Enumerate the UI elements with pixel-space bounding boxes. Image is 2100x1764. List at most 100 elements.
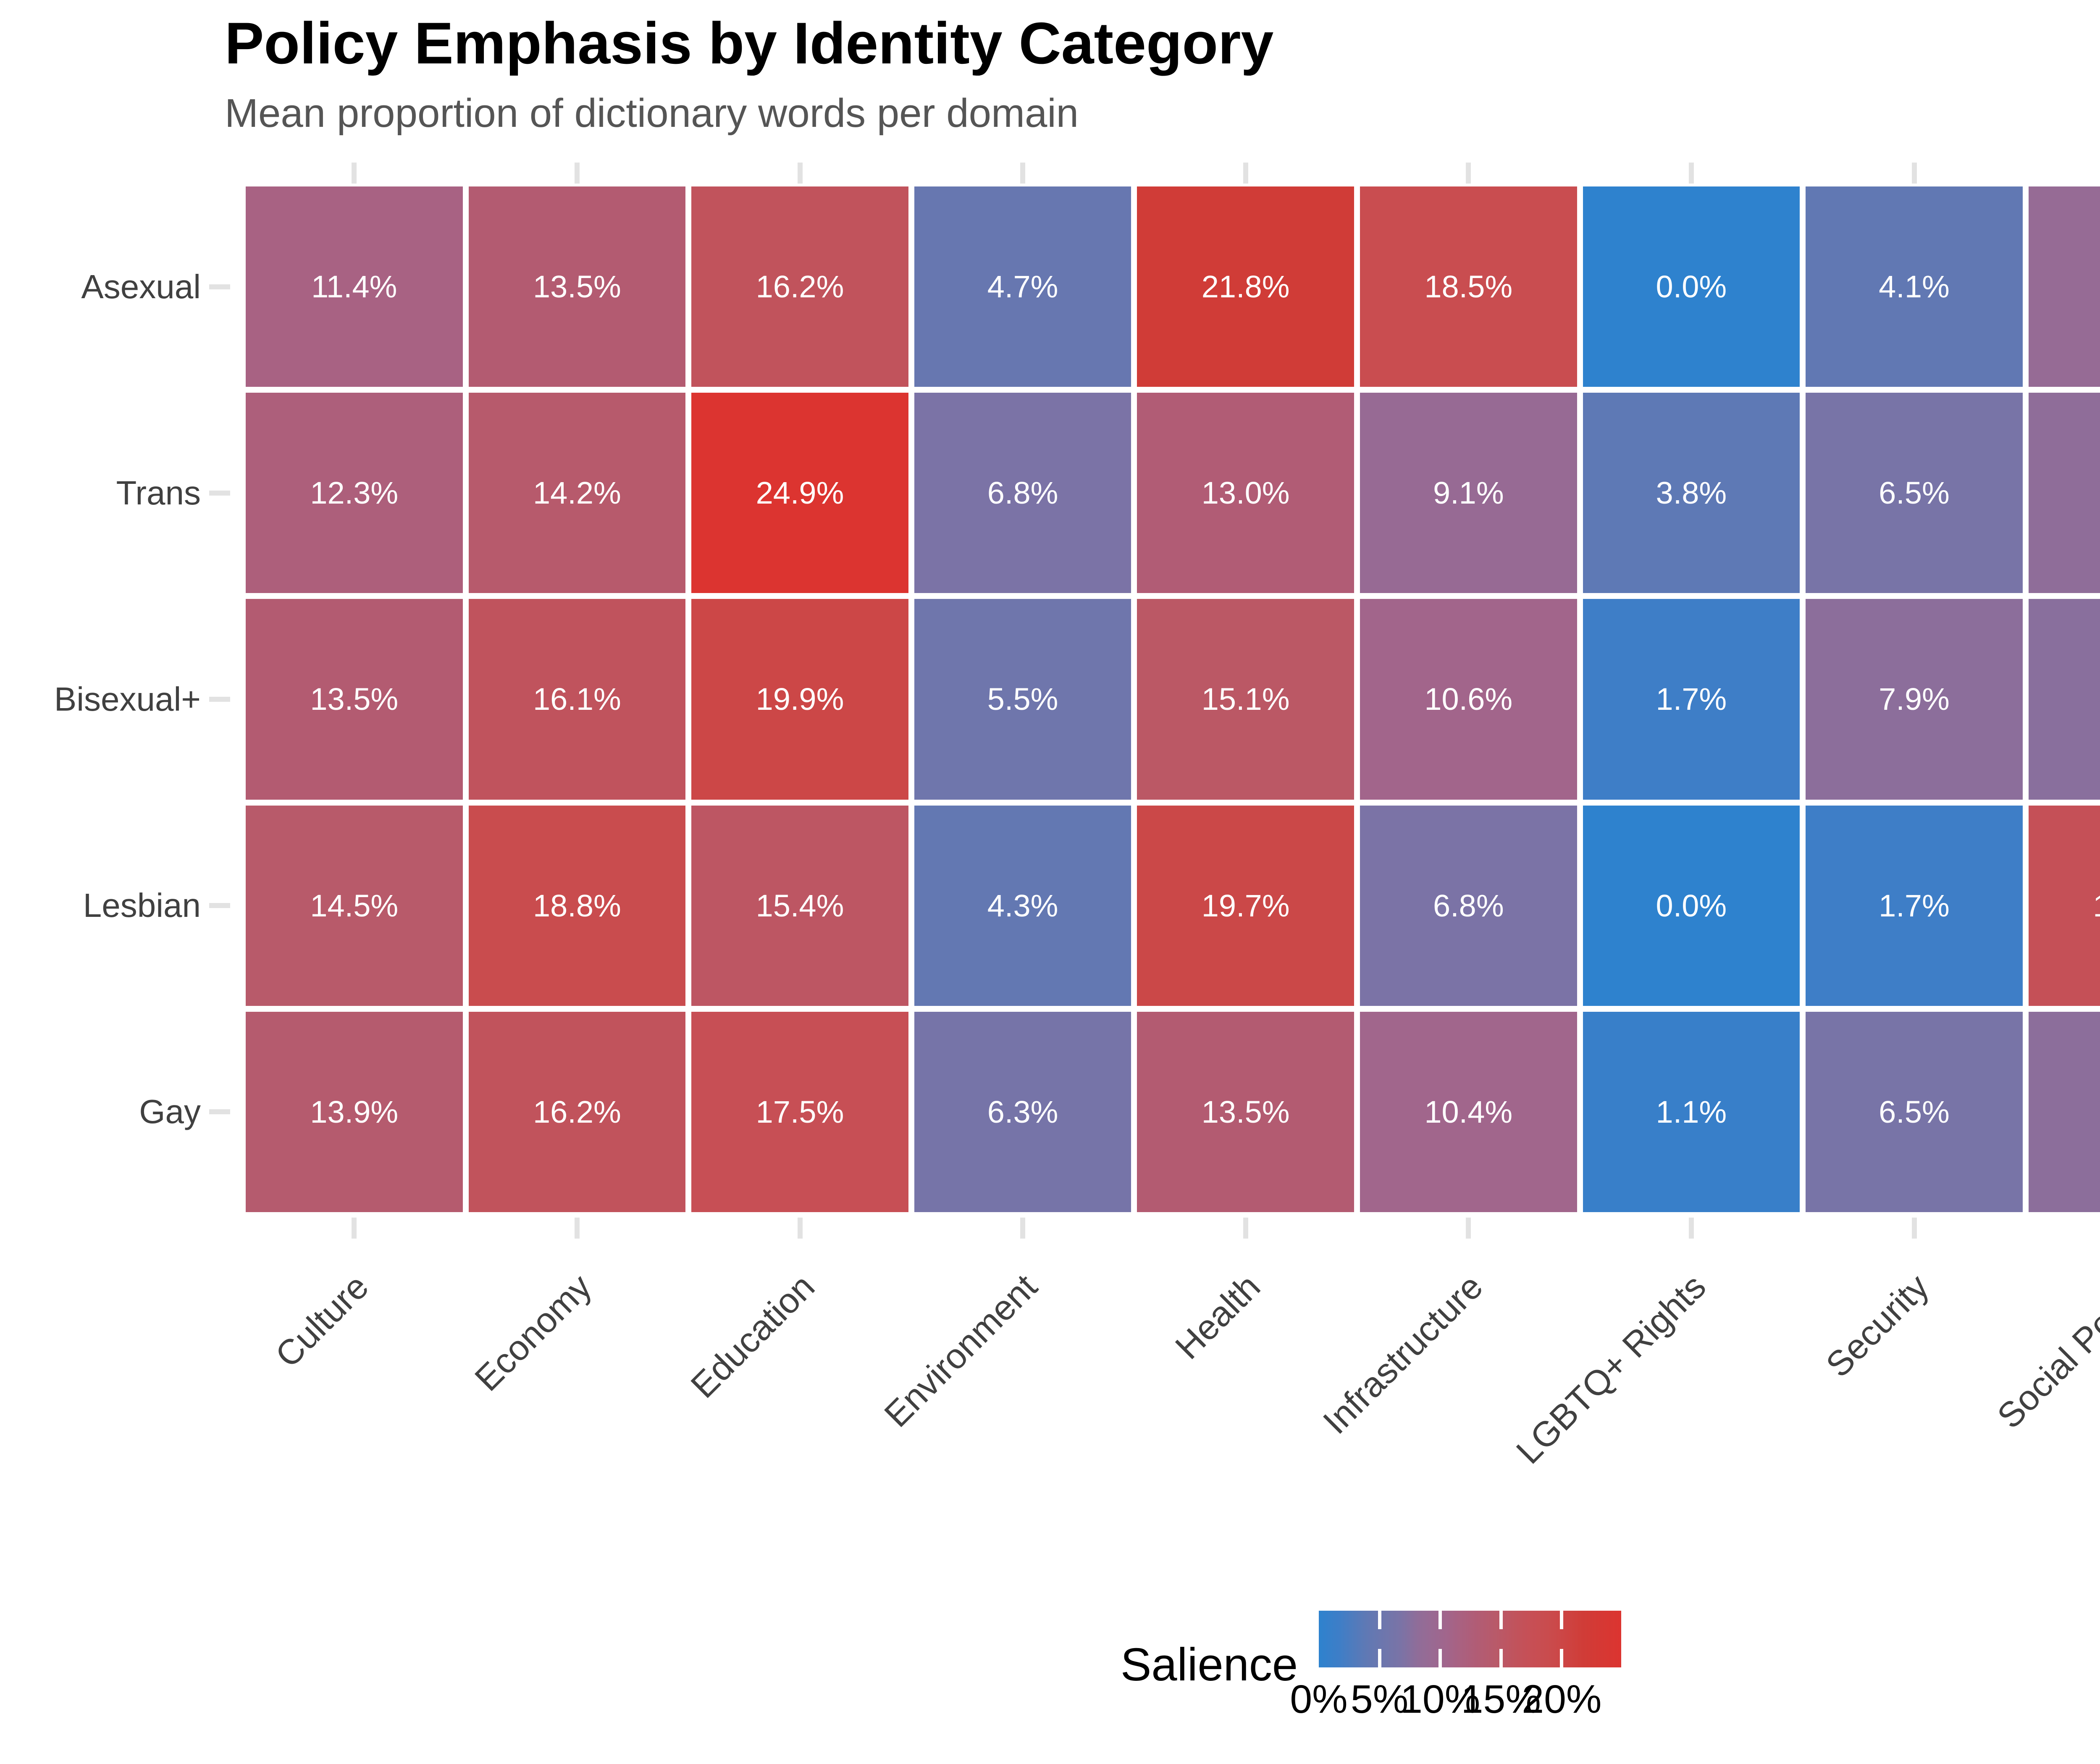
heatmap-cell-Gay-Health: 13.5% [1137, 1011, 1354, 1212]
cell-value-label: 19.9% [756, 682, 844, 717]
heatmap-cell-Trans-Culture: 12.3% [246, 393, 463, 593]
cell-value-label: 18.5% [1424, 269, 1513, 304]
heatmap-cell-Trans-Health: 13.0% [1137, 393, 1354, 593]
x-axis-label-Education: Education [683, 1266, 822, 1406]
heatmap-cell-Bisexual+-Health: 15.1% [1137, 599, 1354, 800]
heatmap-cell-Lesbian-Economy: 18.8% [468, 805, 686, 1006]
heatmap-cell-Gay-Security: 6.5% [1806, 1011, 2023, 1212]
axis-tick [1020, 1218, 1026, 1239]
cell-value-label: 15.1% [1201, 682, 1290, 717]
cell-value-label: 7.9% [1879, 682, 1950, 717]
x-axis-label-Economy: Economy [467, 1266, 599, 1399]
cell-value-label: 1.7% [1656, 682, 1727, 717]
heatmap-cell-Gay-Social Policy: 7.9% [2028, 1011, 2100, 1212]
heatmap-cell-Lesbian-Health: 19.7% [1137, 805, 1354, 1006]
legend-bar-tick [1499, 1649, 1503, 1667]
chart-subtitle: Mean proportion of dictionary words per … [225, 91, 1079, 136]
cell-value-label: 0.0% [1656, 269, 1727, 304]
heatmap-cell-Trans-Environment: 6.8% [914, 393, 1131, 593]
heatmap-cell-Bisexual+-LGBTQ+ Rights: 1.7% [1583, 599, 1800, 800]
heatmap-cell-Trans-Security: 6.5% [1806, 393, 2023, 593]
heatmap-cell-Asexual-Education: 16.2% [691, 186, 908, 387]
heatmap-cell-Gay-Environment: 6.3% [914, 1011, 1131, 1212]
heatmap-cell-Bisexual+-Economy: 16.1% [468, 599, 686, 800]
axis-tick [574, 1218, 580, 1239]
heatmap-cell-Asexual-LGBTQ+ Rights: 0.0% [1583, 186, 1800, 387]
y-axis-label-Gay: Gay [139, 1093, 201, 1131]
axis-tick [1020, 163, 1026, 184]
cell-value-label: 21.8% [1201, 269, 1290, 304]
legend-bar-tick [1560, 1611, 1564, 1629]
cell-value-label: 18.8% [533, 888, 621, 923]
axis-tick [1466, 163, 1471, 184]
heatmap-cell-Bisexual+-Infrastructure: 10.6% [1360, 599, 1577, 800]
chart-title: Policy Emphasis by Identity Category [225, 10, 1274, 76]
legend-tick-label-20%: 20% [1522, 1677, 1602, 1722]
legend-tick-label-5%: 5% [1350, 1677, 1409, 1722]
axis-tick [1911, 1218, 1917, 1239]
cell-value-label: 6.3% [987, 1094, 1058, 1129]
heatmap-cell-Asexual-Health: 21.8% [1137, 186, 1354, 387]
legend-tick-label-0%: 0% [1290, 1677, 1348, 1722]
cell-value-label: 10.4% [1424, 1094, 1513, 1129]
cell-value-label: 12.3% [310, 475, 399, 511]
axis-tick [1688, 163, 1694, 184]
axis-tick [352, 163, 357, 184]
heatmap-cell-Lesbian-Security: 1.7% [1806, 805, 2023, 1006]
axis-tick [209, 490, 230, 496]
legend-tick-label-15%: 15% [1461, 1677, 1541, 1722]
heatmap-cell-Trans-Social Policy: 8.1% [2028, 393, 2100, 593]
heatmap-cell-Gay-Education: 17.5% [691, 1011, 908, 1212]
x-axis-label-Environment: Environment [877, 1266, 1045, 1435]
heatmap-cell-Gay-LGBTQ+ Rights: 1.1% [1583, 1011, 1800, 1212]
heatmap-cell-Trans-Economy: 14.2% [468, 393, 686, 593]
axis-tick [209, 284, 230, 289]
cell-value-label: 11.4% [311, 269, 397, 304]
cell-value-label: 1.1% [1656, 1094, 1727, 1129]
cell-value-label: 0.0% [1656, 888, 1727, 923]
y-axis-label-Lesbian: Lesbian [83, 887, 201, 924]
x-axis-label-LGBTQ+ Rights: LGBTQ+ Rights [1508, 1266, 1714, 1472]
legend-tick-label-10%: 10% [1400, 1677, 1480, 1722]
heatmap-cell-Lesbian-Social Policy: 17.1% [2028, 805, 2100, 1006]
legend-title: Salience [1121, 1639, 1298, 1690]
x-axis-label-Security: Security [1818, 1266, 1936, 1385]
axis-tick [209, 903, 230, 908]
axis-tick [797, 1218, 803, 1239]
cell-value-label: 14.5% [310, 888, 399, 923]
axis-tick [1243, 1218, 1248, 1239]
cell-value-label: 10.6% [1424, 682, 1513, 717]
cell-value-label: 4.7% [987, 269, 1058, 304]
legend-bar-tick [1438, 1611, 1442, 1629]
cell-value-label: 13.9% [310, 1094, 399, 1129]
cell-value-label: 13.0% [1201, 475, 1290, 511]
legend-bar-tick [1560, 1649, 1564, 1667]
heatmap-cell-Asexual-Culture: 11.4% [246, 186, 463, 387]
heatmap-cell-Lesbian-Infrastructure: 6.8% [1360, 805, 1577, 1006]
cell-value-label: 6.8% [987, 475, 1058, 511]
heatmap-cell-Lesbian-LGBTQ+ Rights: 0.0% [1583, 805, 1800, 1006]
heatmap-cell-Bisexual+-Social Policy: 7.7% [2028, 599, 2100, 800]
cell-value-label: 1.7% [1879, 888, 1950, 923]
heatmap-cell-Asexual-Security: 4.1% [1806, 186, 2023, 387]
cell-value-label: 16.2% [756, 269, 844, 304]
heatmap-cell-Gay-Economy: 16.2% [468, 1011, 686, 1212]
legend-bar-tick [1499, 1611, 1503, 1629]
heatmap-cell-Lesbian-Environment: 4.3% [914, 805, 1131, 1006]
cell-value-label: 16.1% [533, 682, 621, 717]
heatmap-cell-Trans-Education: 24.9% [691, 393, 908, 593]
axis-tick [574, 163, 580, 184]
heatmap-cell-Trans-Infrastructure: 9.1% [1360, 393, 1577, 593]
heatmap-panel: 11.4% 13.5% 16.2% 4.7% 21.8% 18.5% 0.0% 4.1% 8.9… [243, 184, 2100, 1215]
heatmap-cell-Gay-Infrastructure: 10.4% [1360, 1011, 1577, 1212]
heatmap-cell-Gay-Culture: 13.9% [246, 1011, 463, 1212]
cell-value-label: 16.2% [533, 1094, 621, 1129]
y-axis-label-Trans: Trans [116, 474, 201, 512]
axis-tick [1466, 1218, 1471, 1239]
cell-value-label: 5.5% [987, 682, 1058, 717]
heatmap-cell-Asexual-Infrastructure: 18.5% [1360, 186, 1577, 387]
heatmap-cell-Asexual-Social Policy: 8.9% [2028, 186, 2100, 387]
cell-value-label: 13.5% [533, 269, 621, 304]
cell-value-label: 17.5% [756, 1094, 844, 1129]
axis-tick [1243, 163, 1248, 184]
